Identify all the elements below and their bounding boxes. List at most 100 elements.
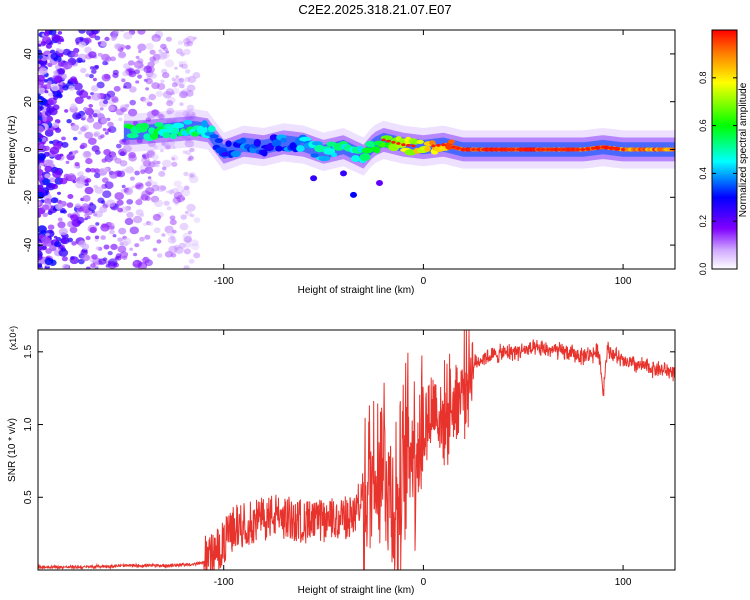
noise-dot [57,41,62,45]
noise-dot [162,47,168,52]
noise-dot [166,139,176,147]
noise-dot [186,84,196,92]
noise-dot [74,150,79,154]
trend-blob [230,150,241,158]
noise-dot [143,256,148,261]
noise-dot [104,131,109,135]
noise-dot [91,254,98,260]
noise-dot [183,48,191,56]
noise-dot [165,88,174,96]
noise-dot [188,172,197,179]
noise-dot [128,154,137,162]
noise-dot [46,80,53,86]
noise-dot [108,105,115,111]
peak-blob [590,146,596,150]
trend-blob [424,146,431,153]
noise-dot [67,194,74,199]
noise-dot [103,167,109,172]
noise-dot [61,136,66,141]
noise-dot [123,63,131,70]
noise-dot [178,61,184,65]
noise-dot [50,197,59,204]
peak-blob [561,148,566,151]
noise-dot [70,103,77,109]
noise-dot [152,163,158,167]
noise-dot [175,75,179,79]
noise-dot [76,165,81,169]
noise-dot [183,236,192,243]
noise-dot [57,217,63,222]
noise-dot [73,82,83,91]
noise-dot [102,128,107,132]
noise-dot [53,75,63,84]
noise-dot [38,43,42,47]
noise-dot [156,239,162,244]
noise-dot [60,237,70,245]
trend-blob [126,133,139,139]
noise-dot [81,203,90,210]
noise-dot [121,78,126,83]
noise-dot [99,206,108,213]
noise-dot [83,106,89,112]
noise-dot [71,241,77,246]
noise-dot [179,83,185,89]
noise-dot [137,262,148,269]
noise-dot [162,159,172,168]
noise-dot [80,126,87,132]
noise-dot [92,77,97,82]
noise-dot [179,63,184,68]
noise-dot [129,176,135,181]
noise-dot [102,99,109,105]
noise-dot [137,198,142,202]
noise-dot [85,266,91,269]
noise-dot [145,181,152,187]
noise-dot [99,40,108,47]
trend-blob [351,155,360,162]
noise-dot [180,214,187,220]
noise-dot [102,60,108,66]
noise-dot [99,107,104,111]
noise-dot [181,88,191,97]
noise-dot [85,235,91,241]
noise-dot [184,113,193,121]
noise-dot [140,169,146,174]
noise-dot [38,125,45,133]
noise-dot [116,44,122,49]
noise-dot [67,80,71,84]
noise-dot [97,41,102,45]
noise-dot [165,50,170,54]
noise-dot [78,30,86,34]
noise-dot [78,240,87,247]
noise-dot [154,30,164,38]
noise-dot [49,177,56,183]
noise-dot [137,43,147,51]
noise-dot [144,166,154,174]
noise-dot [44,90,49,94]
noise-dot [156,160,161,165]
noise-dot [67,237,73,243]
noise-dot [93,132,99,137]
noise-dot [169,215,176,221]
noise-dot [133,252,138,257]
noise-dot [109,229,115,235]
noise-dot [58,227,68,236]
noise-dot [42,212,48,218]
noise-dot [38,225,47,234]
peak-blob [620,148,626,151]
peak-blob [580,148,586,151]
noise-dot [88,74,94,79]
noise-dot [68,85,75,91]
noise-dot [160,51,170,59]
noise-dot [84,46,92,54]
noise-dot [145,87,150,91]
noise-dot [145,187,155,195]
noise-dot [168,245,178,254]
peak-blob [471,148,476,151]
noise-dot [172,229,177,234]
noise-dot [50,84,60,92]
noise-dot [52,122,59,128]
noise-dot [87,137,97,145]
noise-dot [153,227,161,234]
noise-dot [129,226,139,235]
